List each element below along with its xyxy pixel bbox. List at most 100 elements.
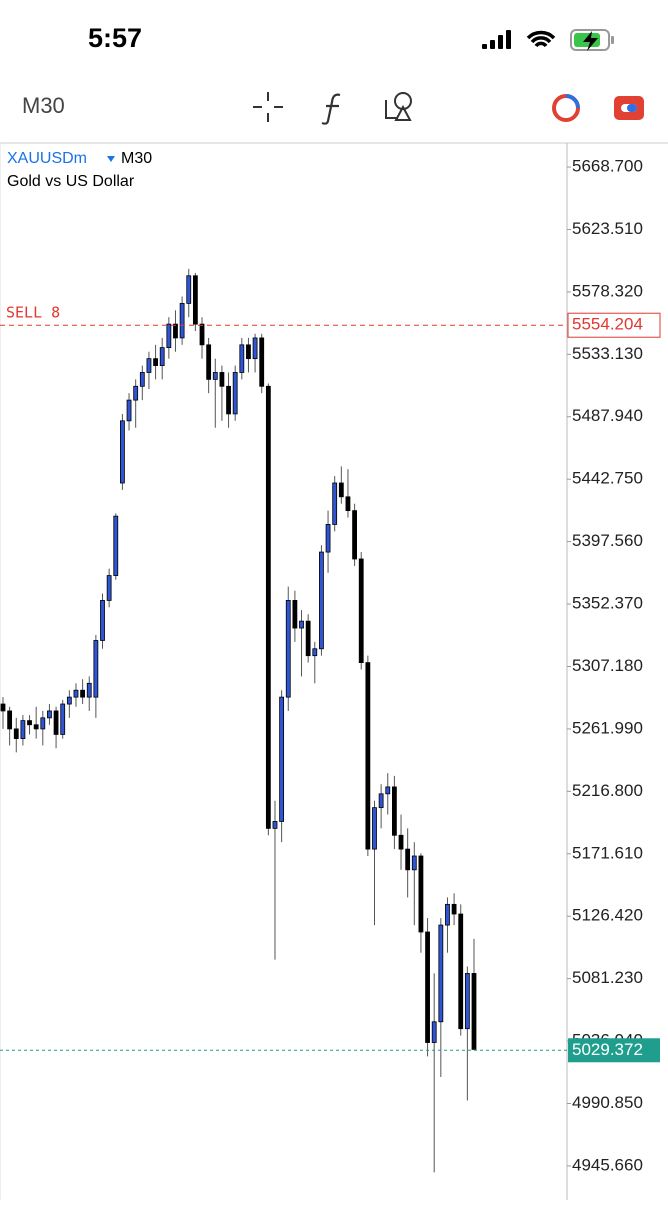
candle-body: [179, 302, 185, 339]
candle-body: [246, 344, 251, 360]
candle-body: [345, 496, 351, 512]
y-tick-label: 5352.370: [572, 594, 643, 613]
y-tick-label: 4945.660: [572, 1155, 643, 1174]
objects-button[interactable]: [385, 92, 412, 121]
y-tick-label: 5623.510: [572, 219, 643, 238]
candle-body: [259, 337, 265, 387]
candle-body: [279, 696, 285, 822]
candle-body: [365, 662, 371, 850]
candle-body: [431, 1021, 437, 1043]
candle-body: [0, 703, 6, 712]
crosshair-button[interactable]: [253, 92, 283, 122]
candle-body: [319, 551, 324, 650]
candle-body: [358, 558, 364, 663]
y-tick-label: 5307.180: [572, 656, 643, 675]
candle-body: [13, 728, 19, 739]
candle-body: [292, 600, 298, 629]
candle-body: [7, 710, 13, 730]
y-tick-label: 5397.560: [572, 531, 643, 550]
candle-body: [239, 344, 245, 373]
candle-body: [212, 372, 218, 380]
candle-body: [438, 924, 444, 1023]
candle-body: [398, 834, 404, 850]
current-price-label: 5029.372: [572, 1040, 643, 1059]
candle-body: [464, 973, 470, 1030]
candle-body: [120, 420, 125, 484]
candle-body: [80, 689, 86, 698]
candle-body: [192, 275, 198, 325]
candle-body: [418, 855, 424, 933]
candle-body: [332, 482, 338, 525]
y-tick-label: 5261.990: [572, 718, 643, 737]
y-tick-label: 5126.420: [572, 906, 643, 925]
order-label: SELL 8: [6, 304, 60, 322]
candle-body: [173, 323, 178, 339]
candle-body: [219, 372, 225, 387]
candle-body: [252, 337, 258, 360]
candle-body: [206, 344, 212, 380]
candle-body: [113, 515, 119, 576]
candle-body: [425, 931, 430, 1043]
candle-body: [153, 358, 158, 366]
candle-body: [411, 855, 417, 871]
symbol-description: Gold vs US Dollar: [7, 173, 135, 190]
wifi-icon: [526, 30, 556, 48]
y-tick-label: 5171.610: [572, 843, 643, 862]
status-time: 5:57: [88, 23, 142, 53]
y-tick-label: 5216.800: [572, 781, 643, 800]
candle-body: [27, 720, 32, 726]
candle-body: [139, 372, 145, 387]
candle-body: [133, 385, 139, 401]
y-tick-label: 5081.230: [572, 968, 643, 987]
indicators-button[interactable]: [321, 93, 341, 125]
candle-body: [272, 821, 278, 829]
candle-body: [445, 903, 450, 926]
candle-body: [53, 710, 59, 735]
candle-body: [451, 903, 457, 915]
current-price-box: [568, 1038, 660, 1063]
candle-body: [199, 323, 205, 346]
candle-body: [66, 696, 72, 705]
candle-body: [86, 682, 92, 698]
symbol[interactable]: XAUUSDm: [7, 150, 87, 167]
order-price-label: 5554.204: [572, 315, 643, 334]
candle-body: [405, 848, 411, 871]
candle-body: [285, 600, 291, 698]
candle-body: [146, 358, 152, 373]
y-tick-label: 5533.130: [572, 344, 643, 363]
candle-body: [385, 786, 391, 795]
symbol-dropdown[interactable]: [107, 156, 115, 162]
candle-body: [391, 786, 397, 836]
candle-body: [159, 347, 165, 366]
chart-timeframe: M30: [121, 150, 152, 167]
candle-body: [40, 717, 46, 730]
candle-body: [226, 385, 231, 415]
candle-body: [338, 482, 344, 498]
candle-body: [166, 323, 172, 349]
candle-body: [186, 275, 192, 304]
candle-body: [299, 620, 304, 629]
candle-body: [372, 807, 377, 850]
y-tick-label: 5442.750: [572, 469, 643, 488]
signal-icon: [482, 30, 511, 49]
y-tick-label: 4990.850: [572, 1093, 643, 1112]
candle-body: [378, 793, 384, 809]
candle-body: [106, 575, 112, 601]
candle-body: [73, 689, 79, 698]
battery-icon: [570, 29, 614, 51]
trade-button[interactable]: [552, 94, 580, 122]
candle-body: [100, 600, 105, 641]
candle-body: [126, 399, 132, 422]
candle-body: [265, 385, 271, 829]
y-tick-label: 5578.320: [572, 281, 643, 300]
candle-body: [312, 648, 318, 657]
candle-body: [20, 720, 26, 739]
toolbar-timeframe[interactable]: M30: [22, 93, 65, 118]
candle-body: [33, 724, 39, 730]
account-button[interactable]: [614, 96, 644, 120]
candle-body: [471, 973, 477, 1050]
candle-body: [352, 510, 357, 560]
candle-body: [458, 913, 464, 1030]
